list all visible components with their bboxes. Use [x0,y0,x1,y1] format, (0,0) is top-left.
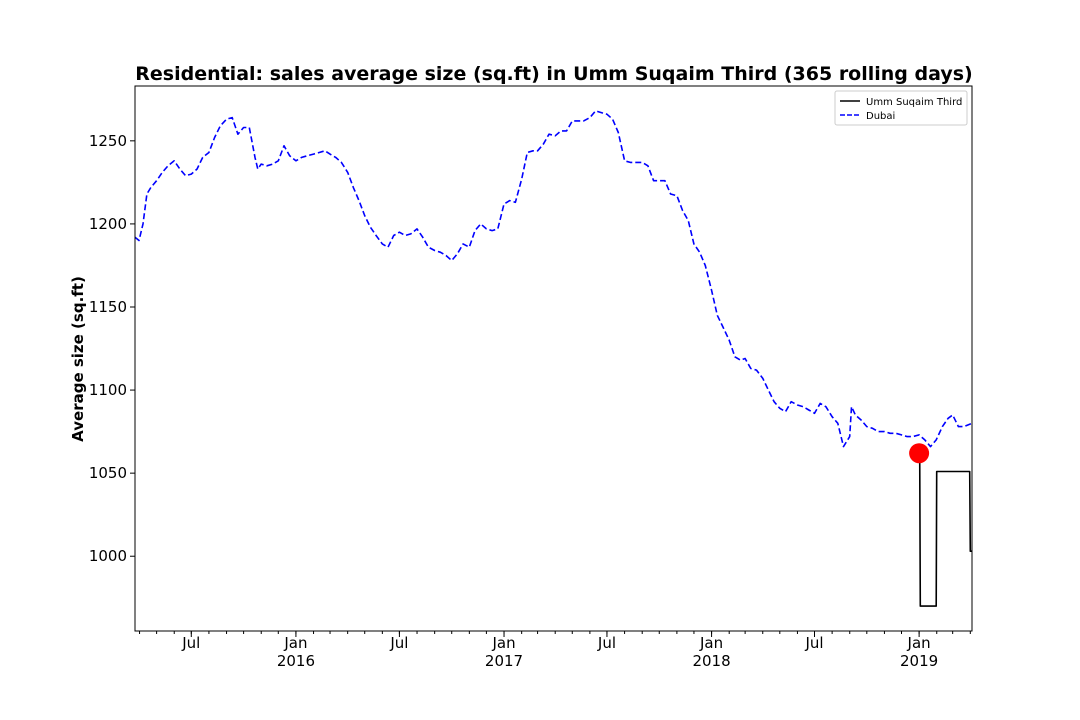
highlight-marker [909,443,930,464]
x-tick-year-label: 2017 [485,652,523,670]
legend-label: Dubai [866,111,895,122]
legend: Umm Suqaim Third Dubai [834,90,968,126]
x-tick-label: Jan [907,634,931,652]
x-tick-year-label: 2018 [692,652,730,670]
series-line-umm-suqaim-third [918,452,972,607]
legend-box [834,90,968,126]
legend-label: Umm Suqaim Third [866,97,962,108]
x-tick-label: Jul [597,634,616,652]
x-tick-label: Jul [389,634,408,652]
y-tick-label: 1100 [89,381,127,399]
x-tick-label: Jan [283,634,307,652]
x-tick-label: Jul [804,634,823,652]
x-tick-label: Jul [181,634,200,652]
y-tick-label: 1050 [89,464,127,482]
y-tick-label: 1200 [89,215,127,233]
chart-title: Residential: sales average size (sq.ft) … [135,63,972,85]
y-tick-label: 1250 [89,132,127,150]
x-tick-year-label: 2019 [900,652,938,670]
plot-frame [134,85,973,632]
y-tick-label: 1000 [89,547,127,565]
x-tick-year-label: 2016 [277,652,315,670]
plot-area [135,110,972,607]
y-tick-label: 1150 [89,298,127,316]
y-axis-label: Average size (sq.ft) [69,276,87,442]
x-tick-label: Jan [491,634,515,652]
series-line-dubai [135,110,972,448]
x-tick-label: Jan [699,634,723,652]
